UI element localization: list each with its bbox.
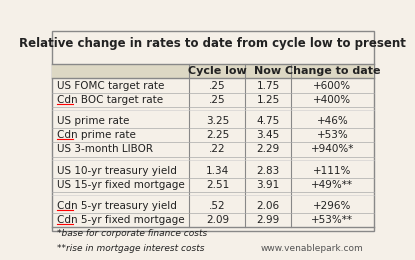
Text: +600%: +600% — [313, 81, 352, 90]
Text: US 3-month LIBOR: US 3-month LIBOR — [57, 144, 153, 154]
Text: .25: .25 — [209, 81, 226, 90]
Text: 2.29: 2.29 — [256, 144, 280, 154]
Text: Relative change in rates to date from cycle low to present: Relative change in rates to date from cy… — [19, 37, 406, 50]
Text: Change to date: Change to date — [285, 66, 380, 76]
Text: Cdn 5-yr fixed mortgage: Cdn 5-yr fixed mortgage — [57, 215, 184, 225]
Text: 2.51: 2.51 — [206, 180, 229, 190]
Text: www.venablepark.com: www.venablepark.com — [261, 244, 364, 253]
Text: +53%**: +53%** — [311, 215, 353, 225]
Text: .52: .52 — [209, 201, 226, 211]
Text: +53%: +53% — [317, 130, 348, 140]
Text: Now: Now — [254, 66, 281, 76]
Text: +111%: +111% — [313, 166, 352, 176]
Text: +49%**: +49%** — [311, 180, 353, 190]
Bar — [52, 64, 374, 79]
Text: Cdn 5-yr treasury yield: Cdn 5-yr treasury yield — [57, 201, 176, 211]
Text: .25: .25 — [209, 95, 226, 105]
Text: 1.34: 1.34 — [206, 166, 229, 176]
Text: 3.91: 3.91 — [256, 180, 280, 190]
Text: Cdn prime rate: Cdn prime rate — [57, 130, 136, 140]
Text: 2.83: 2.83 — [256, 166, 280, 176]
Text: +400%: +400% — [313, 95, 352, 105]
Text: US 15-yr fixed mortgage: US 15-yr fixed mortgage — [57, 180, 184, 190]
Text: .22: .22 — [209, 144, 226, 154]
Text: 4.75: 4.75 — [256, 116, 280, 126]
Text: Cycle low: Cycle low — [188, 66, 247, 76]
Text: **rise in mortgage interest costs: **rise in mortgage interest costs — [57, 244, 204, 253]
Text: 3.45: 3.45 — [256, 130, 280, 140]
Text: +296%: +296% — [313, 201, 352, 211]
Text: 2.99: 2.99 — [256, 215, 280, 225]
Text: 1.25: 1.25 — [256, 95, 280, 105]
Text: 3.25: 3.25 — [206, 116, 229, 126]
Text: 2.09: 2.09 — [206, 215, 229, 225]
Text: 1.75: 1.75 — [256, 81, 280, 90]
Text: US FOMC target rate: US FOMC target rate — [57, 81, 164, 90]
Text: +940%*: +940%* — [311, 144, 354, 154]
Text: US prime rate: US prime rate — [57, 116, 129, 126]
Text: US 10-yr treasury yield: US 10-yr treasury yield — [57, 166, 176, 176]
Text: *base for corporate finance costs: *base for corporate finance costs — [57, 229, 207, 238]
Text: 2.25: 2.25 — [206, 130, 229, 140]
Text: 2.06: 2.06 — [256, 201, 280, 211]
Text: +46%: +46% — [317, 116, 348, 126]
Text: Cdn BOC target rate: Cdn BOC target rate — [57, 95, 163, 105]
